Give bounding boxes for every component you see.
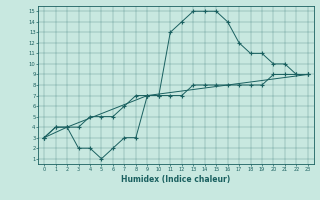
- X-axis label: Humidex (Indice chaleur): Humidex (Indice chaleur): [121, 175, 231, 184]
